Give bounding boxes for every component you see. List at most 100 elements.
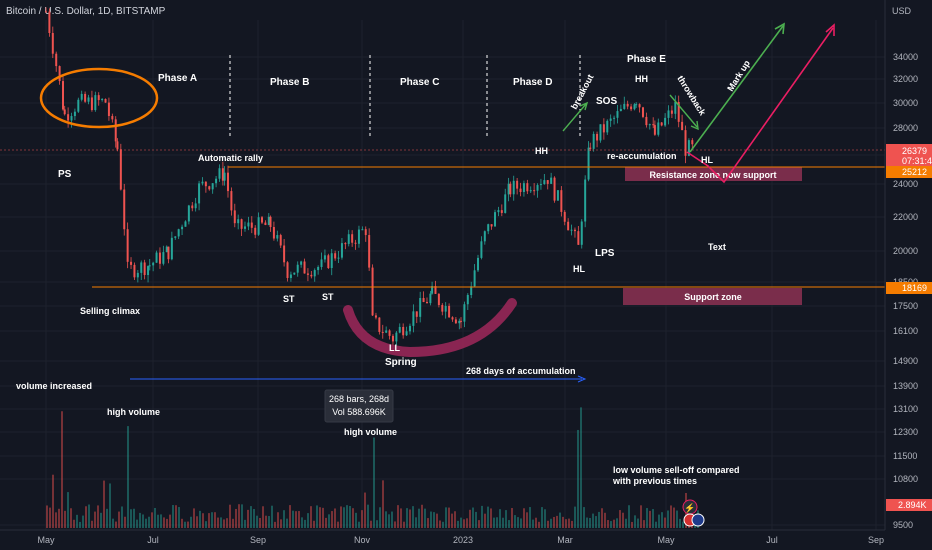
- candle-body: [198, 183, 201, 204]
- volume-bar: [664, 517, 666, 528]
- phase-c-label: Phase C: [400, 77, 439, 88]
- ps-highlight-ellipse[interactable]: [39, 67, 159, 129]
- candle-body: [63, 109, 66, 115]
- volume-bar: [313, 520, 315, 528]
- candle-body: [645, 116, 648, 126]
- price-tick-label: 22000: [893, 212, 918, 222]
- volume-bar: [394, 521, 396, 528]
- volume-bar: [85, 506, 87, 528]
- candle-body: [300, 261, 303, 265]
- candle-body: [577, 231, 580, 245]
- low-volume-label-line1: low volume sell-off compared: [613, 465, 740, 475]
- volume-bar: [103, 480, 105, 528]
- candle-body: [73, 111, 76, 117]
- candle-body: [226, 172, 229, 192]
- candle-body: [687, 140, 690, 156]
- resistance-zone-box[interactable]: [625, 167, 802, 181]
- currency-label: USD: [892, 6, 912, 16]
- candle-body: [296, 264, 299, 273]
- time-tick-label: Jul: [147, 535, 159, 545]
- candle-body: [626, 103, 629, 107]
- candle-body: [497, 210, 500, 213]
- candle-body: [573, 229, 576, 232]
- volume-bar: [373, 437, 375, 528]
- volume-bar: [232, 518, 234, 528]
- volume-bar: [58, 508, 60, 528]
- volume-bar: [151, 512, 153, 528]
- candle-body: [347, 234, 350, 244]
- volume-bar: [460, 517, 462, 528]
- candle-body: [371, 267, 374, 316]
- volume-bar: [127, 426, 129, 528]
- volume-bar: [292, 510, 294, 528]
- volume-bar: [580, 407, 582, 528]
- price-tick-label: 9500: [893, 520, 913, 530]
- volume-bar: [439, 520, 441, 528]
- resistance-price-tag: [886, 166, 932, 178]
- volume-bar: [358, 521, 360, 528]
- phase-e-label: Phase E: [627, 54, 666, 65]
- candle-body: [354, 242, 357, 244]
- ps-label: PS: [58, 169, 72, 180]
- candle-body: [589, 147, 592, 149]
- volume-bar: [79, 521, 81, 528]
- candle-body: [77, 99, 80, 112]
- candle-body: [660, 122, 663, 126]
- volume-bar: [418, 508, 420, 528]
- volume-bar: [661, 512, 663, 528]
- selling-climax-label: Selling climax: [80, 306, 140, 316]
- candle-body: [398, 326, 401, 333]
- flag-event-icon-2[interactable]: [691, 513, 705, 527]
- volume-bar: [142, 514, 144, 528]
- last-price-value: 26379: [902, 146, 927, 156]
- support-zone-box[interactable]: [623, 288, 802, 305]
- volume-bar: [223, 519, 225, 528]
- volume-bar: [505, 510, 507, 528]
- spring-label: Spring: [385, 357, 417, 368]
- candle-body: [55, 53, 58, 67]
- projection-arrow[interactable]: [686, 27, 834, 184]
- volume-bar: [643, 520, 645, 528]
- candle-body: [458, 320, 461, 324]
- volume-bar: [571, 520, 573, 528]
- throwback-arrowhead: [690, 120, 699, 131]
- volume-bar: [187, 521, 189, 528]
- volume-bar: [250, 506, 252, 528]
- price-tick-label: 24000: [893, 179, 918, 189]
- volume-bar: [520, 518, 522, 528]
- markup-arrow[interactable]: [689, 25, 784, 153]
- time-axis[interactable]: May Jul Sep Nov 2023 Mar May Jul Sep: [37, 535, 884, 545]
- volume-bar: [337, 521, 339, 528]
- resistance-zone-label: Resistance zone now support: [649, 170, 776, 180]
- volume-bar: [616, 518, 618, 528]
- measure-tooltip-box: [324, 389, 394, 423]
- volume-bar: [607, 520, 609, 528]
- st-label-1: ST: [283, 294, 295, 304]
- candle-body: [431, 286, 434, 294]
- price-tick-label: 34000: [893, 52, 918, 62]
- spring-cup-highlight[interactable]: [343, 298, 517, 358]
- volume-bar: [523, 508, 525, 528]
- candle-body: [381, 331, 384, 333]
- volume-bar: [538, 521, 540, 528]
- candle-body: [657, 122, 660, 135]
- candle-body: [283, 245, 286, 263]
- candle-body: [361, 229, 364, 231]
- breakout-arrow[interactable]: [562, 103, 587, 132]
- candle-body: [143, 262, 146, 276]
- candle-body: [633, 104, 636, 110]
- throwback-arrow[interactable]: [669, 94, 698, 128]
- candle-body: [374, 315, 377, 318]
- volume-bar: [133, 508, 135, 528]
- volume-bar: [445, 507, 447, 528]
- candle-body: [434, 286, 437, 294]
- candles[interactable]: [45, 7, 694, 346]
- volume-bar: [97, 505, 99, 528]
- volume-bar: [583, 507, 585, 528]
- volume-bar: [652, 509, 654, 528]
- volume-bar: [514, 515, 516, 528]
- candle-body: [584, 179, 587, 222]
- candle-body: [317, 266, 320, 271]
- candle-body: [425, 301, 428, 304]
